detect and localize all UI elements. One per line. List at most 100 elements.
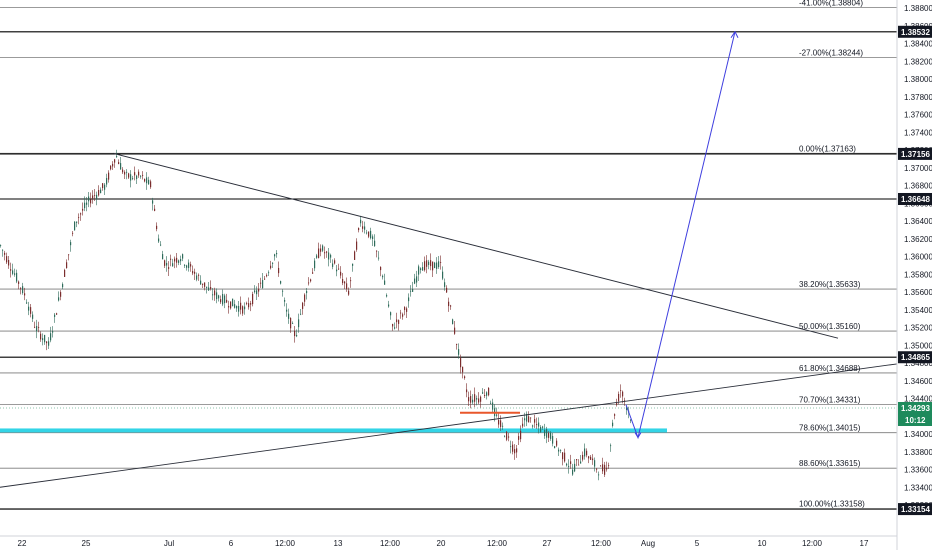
- candle-body: [238, 305, 240, 312]
- candle-body: [38, 327, 40, 328]
- candle-body: [408, 297, 410, 302]
- fib-label-6: 70.70%(1.34331): [799, 396, 861, 405]
- fib-label-4: 50.00%(1.35160): [799, 322, 861, 331]
- candle-body: [432, 261, 434, 271]
- x-tick-label: 12:00: [802, 539, 823, 548]
- candle-body: [508, 436, 510, 438]
- candle-body: [546, 429, 548, 438]
- candle-body: [308, 282, 310, 284]
- candle-body: [82, 208, 84, 211]
- candle-body: [502, 425, 504, 427]
- candle-body: [42, 338, 44, 341]
- candle-body: [194, 271, 196, 274]
- candle-body: [190, 264, 192, 267]
- candle-body: [390, 312, 392, 316]
- candle-body: [168, 267, 170, 269]
- candle-body: [434, 262, 436, 269]
- candle-body: [262, 280, 264, 288]
- candle-body: [380, 266, 382, 271]
- support-zone: [0, 428, 667, 433]
- candle-body: [186, 265, 188, 268]
- candle-body: [394, 327, 396, 329]
- candle-body: [420, 268, 422, 270]
- candle-body: [264, 278, 266, 280]
- candle-body: [418, 266, 420, 275]
- price-axis[interactable]: 1.388001.386001.384001.382001.380001.378…: [896, 0, 932, 550]
- candle-body: [476, 398, 478, 400]
- ascending-trendline: [0, 363, 898, 488]
- candle-body: [148, 179, 150, 185]
- candle-body: [320, 248, 322, 252]
- candle-body: [600, 465, 602, 467]
- x-tick-label: 25: [82, 539, 91, 548]
- candle-body: [174, 258, 176, 262]
- level-tag-label: 1.33154: [901, 505, 930, 514]
- candle-body: [436, 262, 438, 269]
- candle-body: [306, 291, 308, 294]
- candle-body: [86, 202, 88, 205]
- x-tick-label: 22: [18, 539, 27, 548]
- candle-body: [310, 279, 312, 282]
- y-tick-label: 1.34600: [904, 377, 932, 386]
- candle-body: [288, 313, 290, 319]
- candle-body: [208, 287, 210, 291]
- candle-body: [388, 304, 390, 307]
- candle-body: [114, 159, 116, 163]
- candle-body: [122, 169, 124, 173]
- candle-body: [280, 281, 282, 284]
- current-price-tag: [898, 401, 932, 426]
- candle-body: [378, 257, 380, 259]
- y-tick-label: 1.37600: [904, 111, 932, 120]
- candle-body: [234, 304, 236, 308]
- candle-body: [244, 306, 246, 310]
- candle-body: [462, 366, 464, 373]
- candle-body: [192, 271, 194, 274]
- candle-body: [392, 323, 394, 327]
- candle-body: [422, 267, 424, 271]
- candle-body: [492, 402, 494, 410]
- candle-body: [550, 432, 552, 439]
- candle-body: [594, 460, 596, 467]
- time-axis[interactable]: 22 25 Jul 6 12:00 13 12:00 20 12:00 27 12:00 Aug 5 10…: [0, 535, 897, 548]
- candle-body: [212, 294, 214, 296]
- candle-body: [294, 330, 296, 337]
- candle-body: [360, 219, 362, 224]
- trendlines: [0, 152, 898, 488]
- candle-body: [66, 262, 68, 269]
- candle-body: [556, 440, 558, 446]
- candle-body: [400, 312, 402, 314]
- x-tick-label: Aug: [641, 539, 655, 548]
- candle-body: [144, 179, 146, 182]
- y-tick-label: 1.38200: [904, 57, 932, 66]
- candle-body: [316, 255, 318, 258]
- candle-body: [116, 156, 118, 158]
- candle-body: [236, 306, 238, 309]
- candle-body: [456, 343, 458, 345]
- candle-body: [578, 464, 580, 466]
- candle-body: [56, 313, 58, 315]
- x-tick-label: 10: [758, 539, 767, 548]
- y-tick-label: 1.35200: [904, 324, 932, 333]
- fib-label-5: 61.80%(1.34688): [799, 364, 861, 373]
- candle-body: [104, 184, 106, 190]
- candle-body: [412, 288, 414, 292]
- candle-body: [170, 258, 172, 260]
- candle-body: [570, 461, 572, 464]
- candle-body: [442, 271, 444, 279]
- candle-body: [296, 335, 298, 337]
- candle-body: [126, 171, 128, 173]
- fib-label-0: -41.00%(1.38804): [799, 0, 863, 8]
- candle-body: [438, 261, 440, 267]
- candle-body: [368, 231, 370, 237]
- candle-body: [142, 174, 144, 176]
- candle-body: [622, 391, 624, 397]
- descending-trendline: [112, 152, 839, 339]
- level-tag-bg: [898, 25, 932, 38]
- y-tick-label: 1.37400: [904, 128, 932, 137]
- candle-body: [242, 306, 244, 314]
- candle-body: [130, 174, 132, 181]
- candle-body: [362, 226, 364, 229]
- candle-body: [132, 178, 134, 180]
- candle-body: [366, 232, 368, 234]
